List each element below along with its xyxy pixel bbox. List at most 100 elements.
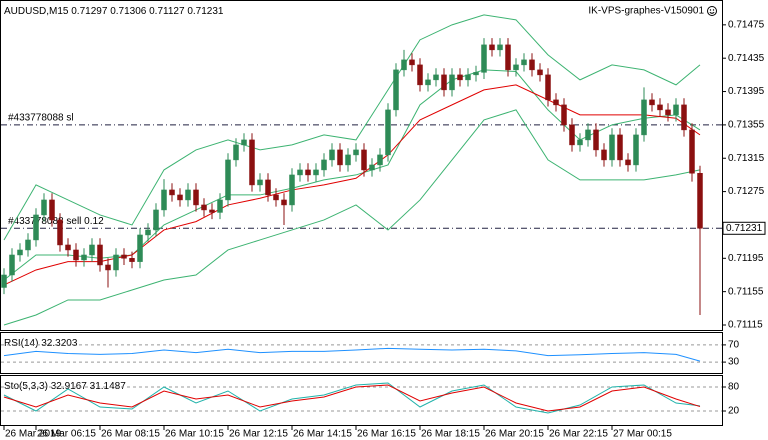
candle-body <box>625 159 631 166</box>
candle-body <box>97 244 103 266</box>
candle-body <box>649 99 655 106</box>
x-tick-label: 26 Mar 08:15 <box>101 429 160 440</box>
y-tick-label: 30 <box>728 357 740 368</box>
candle-body <box>553 99 559 106</box>
candle-body <box>177 194 183 201</box>
candle-body <box>417 64 423 86</box>
candle-body <box>257 179 263 186</box>
candle-body <box>41 199 47 216</box>
candle-body <box>633 134 639 166</box>
x-tick-label: 26 Mar 18:15 <box>421 429 480 440</box>
candle-body <box>369 164 375 171</box>
candle-body <box>161 189 167 211</box>
symbol: AUDUSD,M15 <box>4 6 69 17</box>
candle-body <box>249 139 255 186</box>
candle-body <box>665 109 671 116</box>
stoch-main-value: 32.9167 <box>51 381 88 392</box>
candle-body <box>57 219 63 246</box>
candle-body <box>321 159 327 171</box>
candle-body <box>657 104 663 111</box>
candle-body <box>689 129 695 174</box>
candle-body <box>153 209 159 231</box>
stoch-signal-value: 31.1487 <box>90 381 127 392</box>
candle-body <box>609 134 615 161</box>
low: 0.71127 <box>149 6 185 17</box>
candle-body <box>641 99 647 136</box>
close: 0.71231 <box>187 6 224 17</box>
y-tick-label: 0.71435 <box>728 53 765 64</box>
oscillator-line <box>3 382 701 414</box>
candle-body <box>233 144 239 161</box>
candle-body <box>297 169 303 176</box>
main-pane <box>0 0 723 331</box>
candle-body <box>569 124 575 146</box>
candle-body <box>617 134 623 161</box>
candle-body <box>345 154 351 166</box>
x-tick-label: 26 Mar 20:15 <box>485 429 544 440</box>
x-tick-label: 26 Mar 16:15 <box>357 429 416 440</box>
candle-body <box>329 149 335 161</box>
candle-body <box>457 74 463 81</box>
candle-body <box>361 149 367 171</box>
stoch-title: Sto(5,3,3) 32.9167 31.1487 <box>4 381 126 392</box>
candle-body <box>313 169 319 176</box>
candle-body <box>681 104 687 131</box>
rsi-pane <box>0 332 723 374</box>
candle-body <box>193 189 199 206</box>
candle-body <box>89 244 95 256</box>
candle-body <box>425 79 431 86</box>
candle-body <box>65 244 71 251</box>
indicator-line <box>3 14 701 241</box>
header: AUDUSD,M15 0.71297 0.71306 0.71127 0.712… <box>4 6 224 17</box>
candle-body <box>401 59 407 71</box>
candle-body <box>521 59 527 66</box>
candle-body <box>433 74 439 81</box>
candle-body <box>529 59 535 71</box>
candle-body <box>33 214 39 241</box>
oscillator-line <box>3 347 701 362</box>
candle-body <box>105 264 111 271</box>
candle-body <box>113 254 119 271</box>
candle-body <box>121 254 127 259</box>
candle-body <box>537 69 543 76</box>
candle-body <box>353 149 359 156</box>
candle-body <box>289 174 295 206</box>
candle-body <box>673 104 679 116</box>
candle-body <box>601 149 607 161</box>
rsi-value: 32.3203 <box>41 338 78 349</box>
candle-body <box>465 74 471 81</box>
candle-body <box>385 109 391 156</box>
candle-body <box>489 44 495 51</box>
candle-body <box>305 169 311 176</box>
candle-body <box>25 239 31 251</box>
price-box <box>722 221 766 235</box>
y-tick-label: 20 <box>728 406 740 417</box>
candle-body <box>217 199 223 213</box>
candle-body <box>545 74 551 101</box>
candle-body <box>513 64 519 71</box>
x-tick-label: 26 Mar 22:15 <box>549 429 608 440</box>
high: 0.71306 <box>110 6 147 17</box>
y-tick-label: 80 <box>728 382 740 393</box>
candle-body <box>473 72 479 76</box>
x-tick-label: 26 Mar 06:15 <box>37 429 96 440</box>
y-tick-label: 0.71395 <box>728 86 765 97</box>
x-tick-label: 26 Mar 14:15 <box>293 429 352 440</box>
candle-body <box>81 254 87 261</box>
watermark: IK-VPS-graphes-V150901 <box>588 6 704 17</box>
candle-body <box>9 254 15 276</box>
candle-body <box>169 189 175 196</box>
candle-body <box>481 44 487 73</box>
candle-body <box>409 59 415 66</box>
open: 0.71297 <box>71 6 108 17</box>
x-tick-label: 27 Mar 00:15 <box>613 429 672 440</box>
y-tick-label: 0.71315 <box>728 153 765 164</box>
oscillator-line <box>3 384 701 412</box>
indicator-line <box>3 109 701 326</box>
candle-body <box>393 69 399 111</box>
rsi-name: RSI(14) <box>4 338 38 349</box>
order-label: #433778088 sl <box>8 113 74 124</box>
order-label: #433778088 sell 0.12 <box>8 216 104 227</box>
